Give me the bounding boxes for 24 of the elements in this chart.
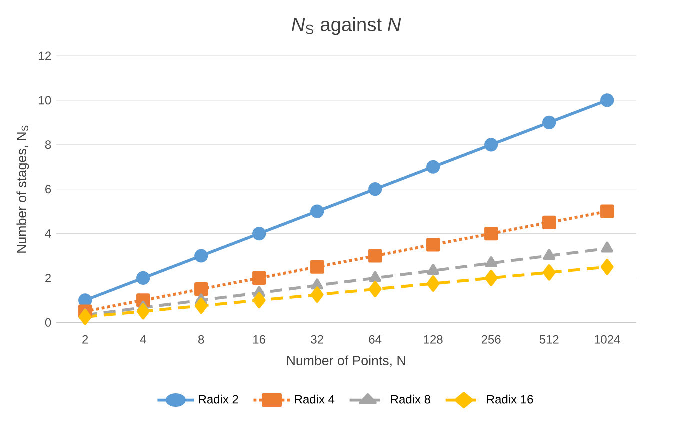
chart-title: N$_{S}$ against N — [292, 17, 402, 36]
x-axis-title: Number of Points, N — [287, 356, 406, 368]
x-tick-label: 4 — [140, 335, 146, 344]
x-tick-label: 64 — [369, 335, 382, 344]
legend-label: Radix 4 — [295, 394, 335, 404]
legend-label: Radix 16 — [487, 394, 534, 404]
x-tick-label: 2 — [82, 335, 88, 344]
y-tick-label: 12 — [39, 52, 52, 60]
y-tick-label: 10 — [39, 96, 52, 105]
x-tick-label: 8 — [198, 335, 204, 344]
legend-label: Radix 2 — [199, 394, 238, 404]
x-tick-label: 1024 — [594, 335, 620, 344]
y-axis-title: Number of stages, N$_{S}$ — [16, 126, 30, 253]
y-tick-label: 2 — [46, 274, 52, 282]
x-tick-label: 16 — [254, 335, 266, 344]
y-tick-label: 4 — [45, 230, 52, 238]
y-tick-label: 6 — [46, 185, 52, 194]
x-tick-label: 256 — [482, 335, 501, 344]
y-tick-label: 8 — [45, 140, 52, 150]
y-tick-label: 0 — [45, 318, 52, 327]
x-tick-label: 128 — [424, 335, 443, 344]
legend-label: Radix 8 — [391, 394, 430, 404]
x-tick-label: 32 — [311, 335, 324, 344]
x-tick-label: 512 — [540, 335, 559, 344]
